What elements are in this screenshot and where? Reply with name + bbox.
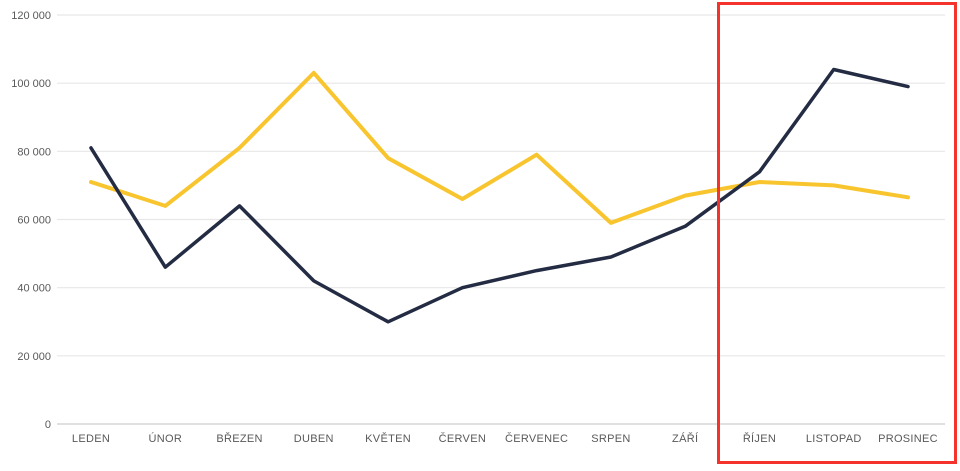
x-axis-label-4: DUBEN [294,433,334,445]
x-axis-label-8: SRPEN [591,433,630,445]
y-axis-label: 60 000 [17,215,51,227]
y-axis-label: 20 000 [17,351,51,363]
y-axis-label: 40 000 [17,283,51,295]
yellow-series-line [89,70,910,225]
x-axis-label-10: ŘÍJEN [743,432,776,445]
y-axis-label: 100 000 [11,78,51,90]
x-axis-label-7: ČERVENEC [505,432,568,445]
x-axis-label-11: LISTOPAD [806,433,862,445]
x-axis-label-2: ÚNOR [148,432,182,445]
x-axis-label-3: BŘEZEN [216,432,262,445]
x-axis-label-1: LEDEN [72,433,110,445]
x-axis-label-12: PROSINEC [878,433,938,445]
x-axis-label-5: KVĚTEN [365,432,411,445]
highlight-box [717,2,957,464]
navy-series-line [89,67,910,324]
x-axis-label-6: ČERVEN [439,432,486,445]
y-axis-label: 120 000 [11,10,51,22]
y-axis-label: 80 000 [17,146,51,158]
x-axis-label-9: ZÁŘÍ [672,432,699,445]
y-axis-label: 0 [45,419,51,431]
